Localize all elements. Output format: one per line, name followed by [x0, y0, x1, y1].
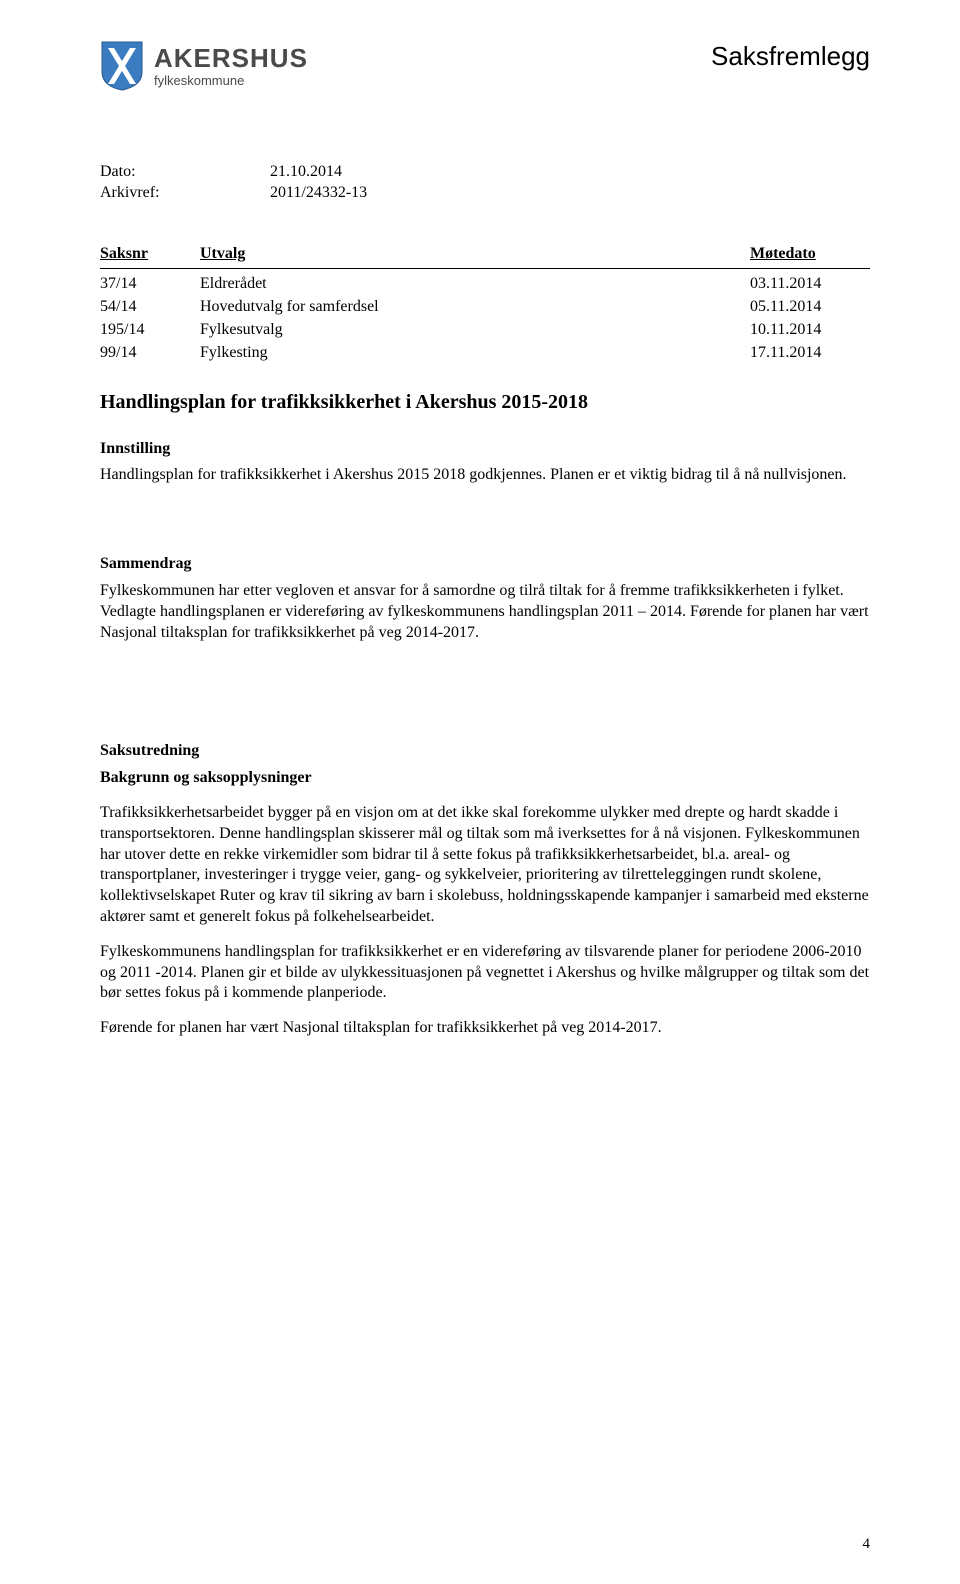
document-type-label: Saksfremlegg — [711, 40, 870, 74]
cell-saksnr: 195/14 — [100, 320, 200, 341]
cell-saksnr: 37/14 — [100, 274, 200, 295]
cell-utvalg: Eldrerådet — [200, 274, 750, 295]
table-row: 37/14 Eldrerådet 03.11.2014 — [100, 273, 870, 296]
cell-saksnr: 54/14 — [100, 297, 200, 318]
cell-utvalg: Fylkesutvalg — [200, 320, 750, 341]
col-header-motedato: Møtedato — [750, 244, 870, 265]
sammendrag-heading: Sammendrag — [100, 554, 870, 575]
shield-icon — [100, 40, 144, 92]
utvalg-table: Saksnr Utvalg Møtedato 37/14 Eldrerådet … — [100, 244, 870, 365]
meta-arkivref-value: 2011/24332-13 — [270, 183, 367, 204]
logo-sub-text: fylkeskommune — [154, 73, 308, 90]
meta-row-dato: Dato: 21.10.2014 — [100, 162, 870, 183]
saksutredning-p2: Fylkeskommunens handlingsplan for trafik… — [100, 942, 870, 1004]
innstilling-body: Handlingsplan for trafikksikkerhet i Ake… — [100, 465, 870, 486]
page-number: 4 — [863, 1535, 871, 1555]
col-header-utvalg: Utvalg — [200, 244, 750, 265]
spacer — [100, 657, 870, 687]
cell-saksnr: 99/14 — [100, 343, 200, 364]
cell-utvalg: Fylkesting — [200, 343, 750, 364]
meta-arkivref-label: Arkivref: — [100, 183, 270, 204]
saksutredning-p3: Førende for planen har vært Nasjonal til… — [100, 1018, 870, 1039]
saksutredning-heading: Saksutredning — [100, 741, 870, 762]
logo-text: AKERSHUS fylkeskommune — [154, 42, 308, 91]
spacer — [100, 500, 870, 530]
meta-row-arkivref: Arkivref: 2011/24332-13 — [100, 183, 870, 204]
spacer — [100, 687, 870, 717]
document-title: Handlingsplan for trafikksikkerhet i Ake… — [100, 389, 870, 415]
cell-dato: 03.11.2014 — [750, 274, 870, 295]
saksutredning-p1: Trafikksikkerhetsarbeidet bygger på en v… — [100, 803, 870, 928]
meta-dato-value: 21.10.2014 — [270, 162, 342, 183]
cell-dato: 10.11.2014 — [750, 320, 870, 341]
table-row: 195/14 Fylkesutvalg 10.11.2014 — [100, 319, 870, 342]
cell-utvalg: Hovedutvalg for samferdsel — [200, 297, 750, 318]
cell-dato: 05.11.2014 — [750, 297, 870, 318]
logo-main-text: AKERSHUS — [154, 42, 308, 76]
cell-dato: 17.11.2014 — [750, 343, 870, 364]
saksutredning-subheading: Bakgrunn og saksopplysninger — [100, 768, 870, 789]
logo-block: AKERSHUS fylkeskommune — [100, 40, 308, 92]
innstilling-heading: Innstilling — [100, 439, 870, 460]
col-header-saksnr: Saksnr — [100, 244, 200, 265]
meta-dato-label: Dato: — [100, 162, 270, 183]
table-row: 54/14 Hovedutvalg for samferdsel 05.11.2… — [100, 296, 870, 319]
table-row: 99/14 Fylkesting 17.11.2014 — [100, 342, 870, 365]
table-header-row: Saksnr Utvalg Møtedato — [100, 244, 870, 270]
meta-block: Dato: 21.10.2014 Arkivref: 2011/24332-13 — [100, 162, 870, 204]
document-header: AKERSHUS fylkeskommune Saksfremlegg — [100, 40, 870, 92]
sammendrag-body: Fylkeskommunen har etter vegloven et ans… — [100, 581, 870, 643]
